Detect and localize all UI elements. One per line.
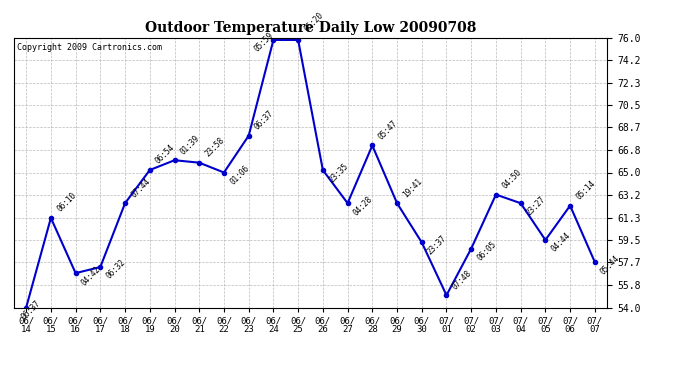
Text: 23:27: 23:27 <box>525 194 548 217</box>
Text: 01:06: 01:06 <box>228 164 251 186</box>
Text: 06:37: 06:37 <box>253 109 275 132</box>
Text: Copyright 2009 Cartronics.com: Copyright 2009 Cartronics.com <box>17 43 161 52</box>
Text: 05:59: 05:59 <box>253 31 275 54</box>
Text: 01:39: 01:39 <box>179 134 201 156</box>
Text: 23:37: 23:37 <box>426 234 449 256</box>
Text: 06:37: 06:37 <box>19 298 42 321</box>
Text: 06:05: 06:05 <box>475 240 498 262</box>
Text: 04:42: 04:42 <box>80 264 103 287</box>
Text: 23:35: 23:35 <box>327 161 350 184</box>
Text: 23:58: 23:58 <box>204 136 226 159</box>
Text: 04:28: 04:28 <box>352 194 375 217</box>
Text: 05:14: 05:14 <box>574 179 597 201</box>
Text: 05:44: 05:44 <box>599 253 622 276</box>
Text: 06:32: 06:32 <box>104 258 127 281</box>
Text: 04:50: 04:50 <box>500 168 523 190</box>
Text: 19:41: 19:41 <box>401 176 424 199</box>
Text: 05:47: 05:47 <box>377 118 400 141</box>
Text: 07:48: 07:48 <box>451 268 473 291</box>
Text: 04:44: 04:44 <box>549 231 572 254</box>
Text: 05:20: 05:20 <box>302 10 325 33</box>
Title: Outdoor Temperature Daily Low 20090708: Outdoor Temperature Daily Low 20090708 <box>145 21 476 35</box>
Text: 07:44: 07:44 <box>129 176 152 199</box>
Text: 06:10: 06:10 <box>55 191 78 214</box>
Text: 06:54: 06:54 <box>154 143 177 166</box>
